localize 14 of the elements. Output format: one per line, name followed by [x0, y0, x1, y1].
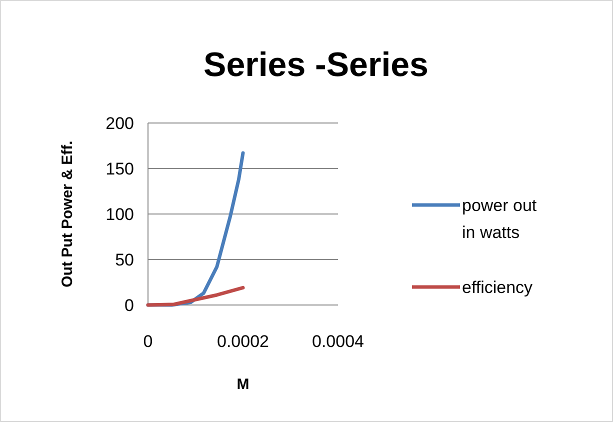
y-tick-label: 100	[106, 205, 134, 224]
x-tick-label: 0	[143, 332, 153, 351]
x-tick-label: 0.0002	[217, 332, 269, 351]
y-tick-label: 50	[115, 250, 134, 270]
x-axis-title: M	[236, 376, 250, 393]
legend-label: power out in watts	[462, 196, 537, 242]
line-series	[146, 286, 245, 307]
y-tick-label: 150	[106, 160, 134, 178]
chart-title: Series -Series	[204, 46, 428, 84]
y-tick-label: 0	[124, 296, 134, 315]
y-tick-label: 200	[106, 114, 134, 133]
y-axis-title: Out Put Power & Eff.	[59, 140, 76, 288]
x-tick-label: 0.0004	[312, 332, 364, 351]
legend-label: efficiency	[462, 278, 534, 297]
